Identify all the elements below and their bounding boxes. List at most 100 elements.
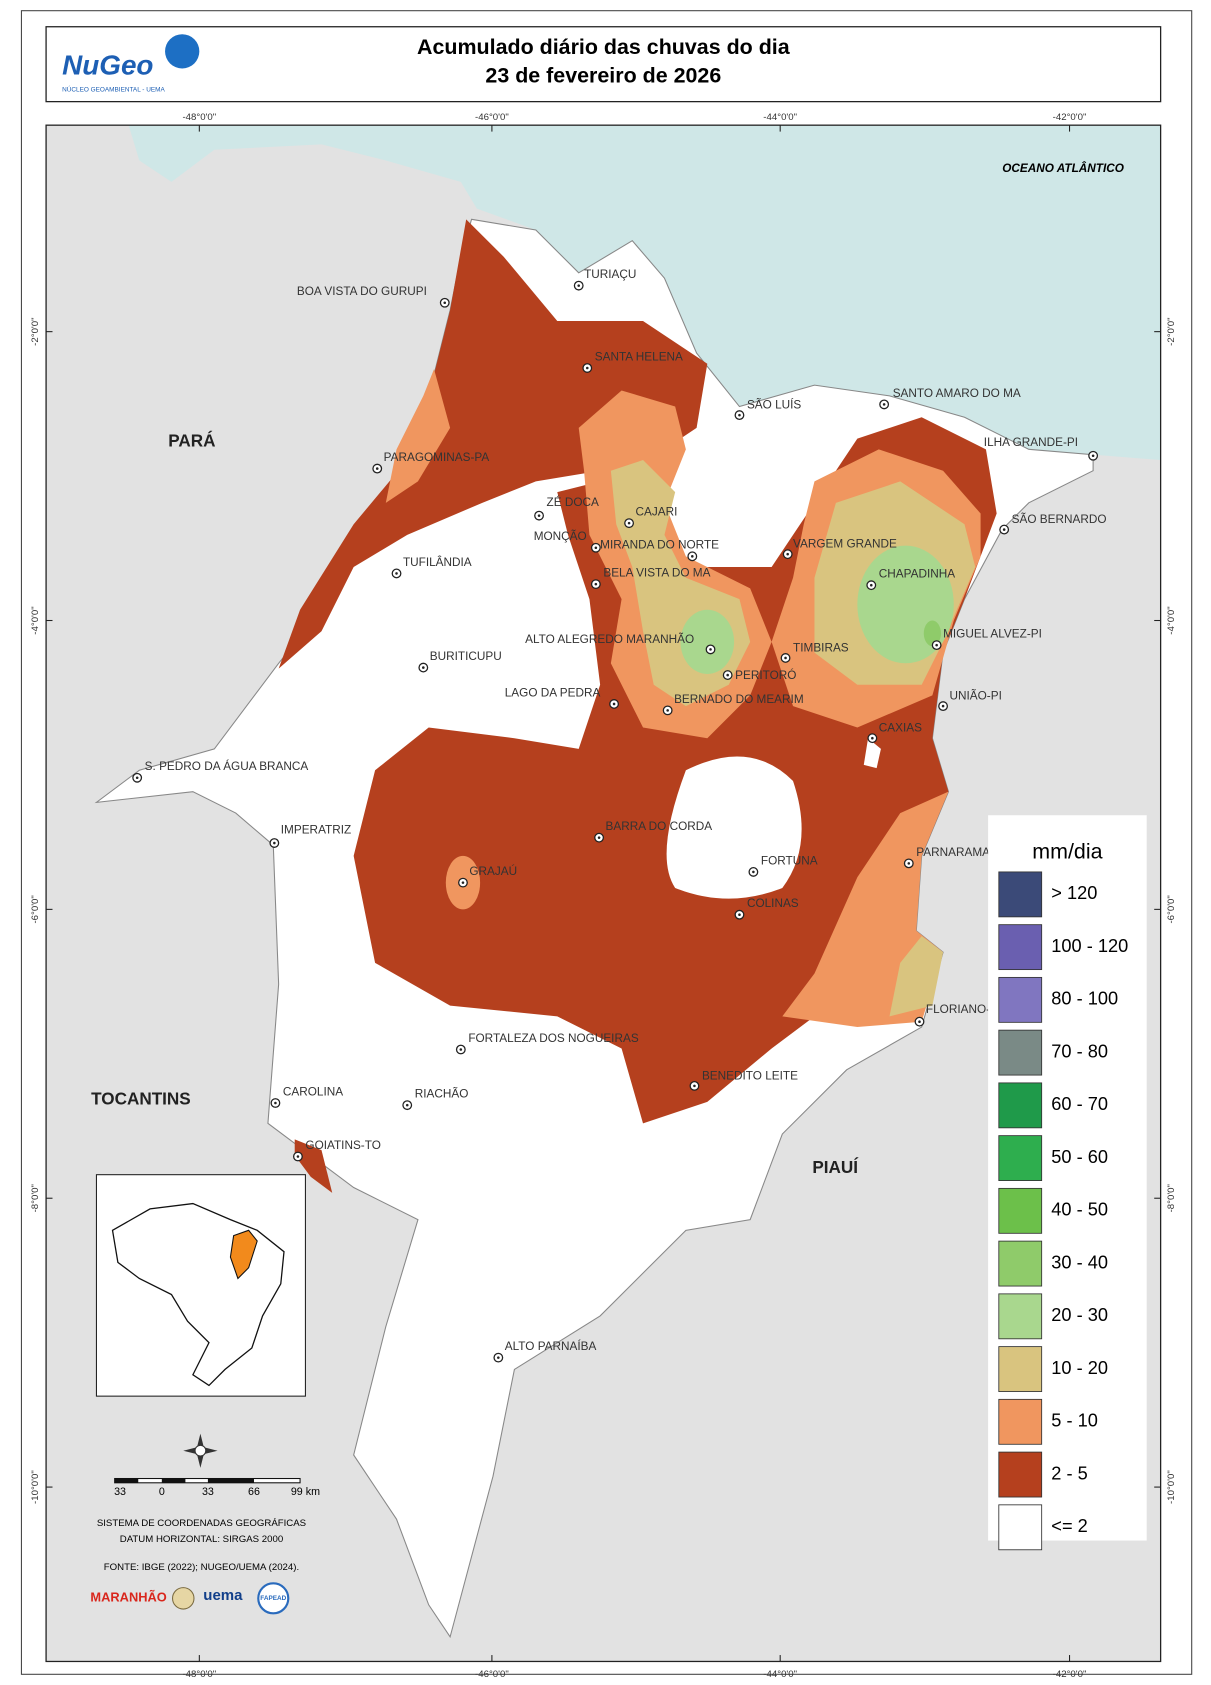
map-frame xyxy=(45,124,1162,1663)
legend-swatch xyxy=(998,1029,1043,1076)
city-dot xyxy=(907,862,911,865)
scale-label: 66 xyxy=(248,1486,260,1498)
region-label: PIAUÍ xyxy=(812,1157,859,1177)
legend-swatch xyxy=(998,1135,1043,1181)
map-area: TURIAÇU BOA VISTA DO GURUPI SANTA HELENA SÃ… xyxy=(46,125,1161,1662)
longitude-label: -48°0'0" xyxy=(182,1669,216,1680)
crs-text: SISTEMA DE COORDENADAS GEOGRÁFICAS xyxy=(97,1518,306,1529)
city-label: BOA VISTA DO GURUPI xyxy=(297,285,427,298)
legend-swatch xyxy=(998,924,1043,971)
city-label: GRAJAÚ xyxy=(469,865,517,878)
city-label: LAGO DA PEDRA xyxy=(505,686,601,699)
legend-label: > 120 xyxy=(1051,883,1097,903)
city-label: FORTUNA xyxy=(761,854,818,867)
legend-label: 50 - 60 xyxy=(1051,1147,1108,1167)
legend-label: 100 - 120 xyxy=(1051,936,1128,956)
source-text: FONTE: IBGE (2022); NUGEO/UEMA (2024). xyxy=(104,1562,299,1573)
city-dot xyxy=(459,1048,463,1051)
longitude-label: -48°0'0" xyxy=(182,112,216,123)
city-label: PARAGOMINAS-PA xyxy=(384,451,490,464)
city-dot xyxy=(666,709,669,712)
logo: MARANHÃO xyxy=(90,1590,166,1605)
ocean xyxy=(128,125,1161,461)
legend-swatch xyxy=(998,1293,1043,1340)
map-title: Acumulado diário das chuvas do dia xyxy=(417,35,791,59)
scale-bar xyxy=(114,1477,301,1484)
city-dot xyxy=(935,643,938,647)
longitude-label: -42°0'0" xyxy=(1053,1669,1087,1680)
logo: uema xyxy=(203,1587,243,1604)
legend-swatch xyxy=(998,1082,1043,1129)
city-dot xyxy=(577,284,580,287)
city-label: PERITORÓ xyxy=(735,669,796,682)
city-dot xyxy=(882,403,886,406)
legend-label: 40 - 50 xyxy=(1051,1200,1108,1220)
legend-swatch xyxy=(998,1346,1043,1392)
city-label: CHAPADINHA xyxy=(879,568,955,581)
scale-label: 0 xyxy=(159,1486,165,1498)
latitude-label: -2°0'0" xyxy=(30,317,41,346)
logo-seal xyxy=(172,1587,195,1610)
city-dot xyxy=(497,1356,500,1359)
city-label: FORTALEZA DOS NOGUEIRAS xyxy=(468,1032,638,1045)
city-dot xyxy=(869,583,873,587)
city-dot xyxy=(585,366,589,370)
latitude-label: -8°0'0" xyxy=(1166,1183,1177,1212)
legend-label: <= 2 xyxy=(1051,1516,1087,1536)
city-dot xyxy=(422,666,425,669)
city-dot xyxy=(786,552,789,556)
city-dot xyxy=(405,1103,409,1107)
rain-area xyxy=(889,936,944,1017)
legend-title: mm/dia xyxy=(1032,839,1102,863)
city-label: CAXIAS xyxy=(879,722,922,735)
city-dot xyxy=(691,555,694,558)
city-label: SÃO BERNARDO xyxy=(1012,513,1107,526)
city-dot xyxy=(709,648,712,651)
logo-text: NuGeo xyxy=(62,50,153,81)
city-dot xyxy=(612,702,616,706)
city-label: ILHA GRANDE-PI xyxy=(984,436,1078,449)
city-dot xyxy=(784,656,787,660)
city-dot xyxy=(941,704,945,708)
legend-label: 5 - 10 xyxy=(1051,1411,1098,1431)
legend-swatch xyxy=(998,871,1043,918)
city-label: S. PEDRO DA ÁGUA BRANCA xyxy=(145,760,309,773)
legend-label: 2 - 5 xyxy=(1051,1463,1087,1483)
header-box xyxy=(45,26,1162,103)
city-dot xyxy=(871,736,874,740)
longitude-label: -44°0'0" xyxy=(763,112,797,123)
latitude-label: -6°0'0" xyxy=(30,895,41,924)
legend-swatch xyxy=(998,1504,1043,1551)
coordinates: -48°0'0" -48°0'0" -46°0'0" -46°0'0" -44°0'0"… xyxy=(30,112,1177,1680)
city-dot xyxy=(1002,528,1006,531)
city-label: GOIATINS-TO xyxy=(305,1139,380,1152)
city-dot xyxy=(597,836,601,839)
scale-label: 33 xyxy=(202,1486,214,1498)
city-dot xyxy=(752,870,755,874)
city-label: MIRANDA DO NORTE xyxy=(600,539,719,552)
legend-swatch xyxy=(998,1240,1043,1287)
city-label: VARGEM GRANDE xyxy=(793,538,897,551)
latitude-label: -4°0'0" xyxy=(1166,606,1177,635)
legend-label: 20 - 30 xyxy=(1051,1305,1108,1325)
city-label: RIACHÃO xyxy=(415,1088,469,1101)
city-label: ZÉ DOCA xyxy=(547,496,599,509)
city-label: MONÇÃO xyxy=(534,530,587,543)
city-label: SANTO AMARO DO MA xyxy=(893,387,1021,400)
longitude-label: -44°0'0" xyxy=(763,1669,797,1680)
city-label: CAROLINA xyxy=(283,1085,343,1098)
city-label: TUFILÂNDIA xyxy=(403,556,472,569)
region-label: PARÁ xyxy=(168,430,215,450)
legend: > 120 100 - 120 80 - 100 70 - 80 60 - 70 50 -… xyxy=(998,871,1128,1551)
city-label: IMPERATRIZ xyxy=(281,823,351,836)
city-dot xyxy=(443,301,447,305)
rain-area xyxy=(385,369,451,503)
longitude-label: -42°0'0" xyxy=(1053,112,1087,123)
legend-label: 60 - 70 xyxy=(1051,1094,1108,1114)
city-label: BENEDITO LEITE xyxy=(702,1069,798,1082)
latitude-label: -8°0'0" xyxy=(30,1183,41,1212)
rain-area xyxy=(666,756,802,899)
inset-maranhao xyxy=(229,1229,258,1280)
legend-label: 10 - 20 xyxy=(1051,1358,1108,1378)
